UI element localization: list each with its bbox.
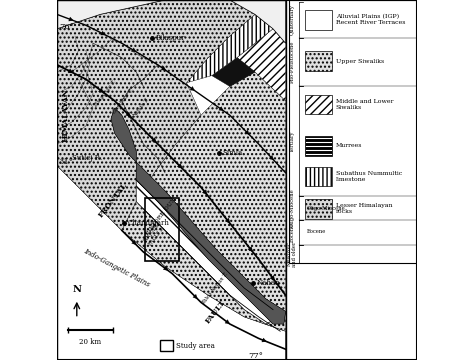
Text: Oligo-Miocene: Oligo-Miocene — [290, 189, 294, 227]
Text: Upper Siwaliks: Upper Siwaliks — [336, 59, 384, 64]
Text: Mesozoic
and older: Mesozoic and older — [287, 241, 298, 266]
Polygon shape — [131, 48, 136, 52]
Polygon shape — [100, 31, 105, 35]
Polygon shape — [57, 0, 255, 230]
Polygon shape — [57, 0, 286, 43]
Text: Tertiary: Tertiary — [290, 131, 294, 152]
Text: Study area: Study area — [176, 342, 215, 350]
Text: 31°: 31° — [59, 158, 73, 166]
Polygon shape — [161, 66, 166, 71]
Text: PINJORE
FAULT R.: PINJORE FAULT R. — [143, 221, 165, 247]
Polygon shape — [245, 130, 249, 135]
Bar — [305, 10, 332, 30]
Polygon shape — [193, 294, 198, 299]
Text: Paleo-Nahan T.: Paleo-Nahan T. — [201, 271, 229, 305]
Text: N: N — [73, 285, 81, 294]
Polygon shape — [122, 72, 286, 331]
Polygon shape — [57, 166, 286, 360]
Text: Alluvial Plains (IGP)
Recent River Terraces: Alluvial Plains (IGP) Recent River Terra… — [336, 14, 405, 25]
Bar — [305, 51, 332, 71]
Bar — [305, 166, 332, 186]
Polygon shape — [225, 218, 230, 223]
Polygon shape — [111, 108, 286, 324]
Text: HIMALAYAN: HIMALAYAN — [62, 89, 70, 142]
Text: Murrees: Murrees — [336, 143, 362, 148]
Polygon shape — [111, 108, 286, 324]
Polygon shape — [151, 138, 156, 143]
Bar — [145, 198, 179, 261]
Polygon shape — [202, 190, 207, 195]
Bar — [160, 340, 173, 351]
Polygon shape — [136, 173, 280, 324]
Polygon shape — [99, 88, 104, 93]
Polygon shape — [68, 69, 73, 73]
Polygon shape — [237, 29, 286, 101]
Text: Gambhar T.: Gambhar T. — [112, 87, 135, 114]
Polygon shape — [270, 275, 274, 281]
Bar — [305, 136, 332, 156]
Text: Plio-Pleistocene: Plio-Pleistocene — [290, 41, 294, 84]
Text: FRONTAL: FRONTAL — [97, 181, 129, 219]
Polygon shape — [126, 112, 131, 117]
Polygon shape — [190, 86, 195, 91]
Text: 20 km: 20 km — [79, 338, 101, 346]
Polygon shape — [262, 338, 266, 342]
Text: PINJORE DUN: PINJORE DUN — [145, 196, 178, 236]
Bar — [57, 0, 286, 360]
Text: Eocene: Eocene — [307, 229, 326, 234]
Text: FAULT: FAULT — [204, 298, 227, 325]
Text: Bilaspur: Bilaspur — [156, 34, 185, 42]
Bar — [305, 94, 332, 114]
Polygon shape — [132, 240, 136, 245]
Text: Indo-Gangetic Plains: Indo-Gangetic Plains — [82, 247, 151, 289]
Polygon shape — [212, 58, 255, 86]
Text: Eocene: Eocene — [290, 222, 294, 242]
Polygon shape — [269, 156, 273, 160]
Text: Banganga T.: Banganga T. — [93, 79, 118, 108]
Polygon shape — [187, 14, 273, 83]
Text: Nahan T.: Nahan T. — [132, 97, 151, 119]
Text: Quaternary: Quaternary — [290, 4, 294, 35]
Text: Subathus Nummultic
limestone: Subathus Nummultic limestone — [336, 171, 402, 182]
Polygon shape — [248, 247, 253, 252]
Polygon shape — [69, 17, 73, 21]
Text: Simla: Simla — [223, 149, 243, 157]
Text: Lesser Himalayan
rocks: Lesser Himalayan rocks — [336, 203, 392, 214]
Text: 76°: 76° — [59, 23, 73, 31]
Polygon shape — [164, 266, 168, 270]
Polygon shape — [219, 107, 224, 111]
Text: Nahan: Nahan — [257, 279, 281, 287]
Bar — [289, 0, 417, 263]
Text: Oligo-Miocene: Oligo-Miocene — [307, 206, 345, 211]
Bar — [305, 199, 332, 219]
Text: Middle and Lower
Siwaliks: Middle and Lower Siwaliks — [336, 99, 393, 110]
Polygon shape — [177, 163, 182, 168]
Text: Chandigarh: Chandigarh — [127, 219, 169, 227]
Text: 77°: 77° — [248, 352, 263, 360]
Polygon shape — [225, 320, 230, 324]
Text: Sutlej R.: Sutlej R. — [73, 154, 103, 162]
